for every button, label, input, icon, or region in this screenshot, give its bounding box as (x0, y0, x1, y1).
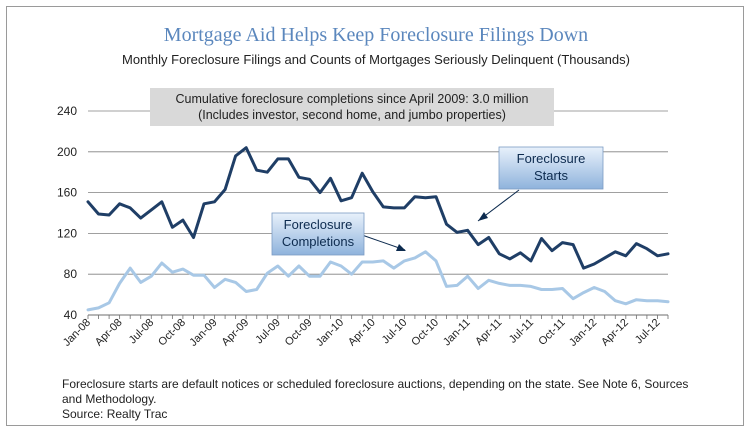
callout-completions-box (271, 212, 365, 256)
x-tick-label: Apr-10 (346, 317, 378, 349)
x-tick-label: Jul-09 (253, 317, 283, 347)
x-tick-label: Jan-11 (441, 317, 473, 349)
series-line-foreclosure-starts (86, 146, 670, 270)
y-tick-label: 40 (64, 308, 78, 322)
chart-title: Mortgage Aid Helps Keep Foreclosure Fili… (163, 24, 589, 46)
callout-starts-line2: Starts (534, 168, 568, 183)
x-tick-label: Oct-08 (156, 317, 188, 349)
x-tick-label: Apr-12 (599, 317, 631, 349)
y-tick-label: 160 (57, 186, 77, 200)
x-tick-label: Jul-10 (380, 317, 410, 347)
annotation-box: Cumulative foreclosure completions since… (150, 88, 554, 126)
x-tick-label: Oct-09 (283, 317, 315, 349)
callout-foreclosure-starts: Foreclosure Starts (477, 146, 604, 222)
grid-lines (88, 110, 668, 316)
x-tick-label: Jul-11 (507, 317, 536, 346)
chart-frame (6, 6, 744, 426)
footnote: Foreclosure starts are default notices o… (62, 377, 712, 422)
x-tick-label: Apr-08 (93, 317, 125, 349)
x-tick-label: Jul-12 (633, 317, 663, 347)
callout-starts-box (498, 146, 604, 190)
callout-completions-arrowhead (396, 244, 406, 251)
y-tick-label: 200 (57, 145, 77, 159)
x-tick-label: Jul-08 (127, 317, 157, 347)
callout-starts-arrowhead (478, 212, 488, 221)
y-tick-label: 240 (57, 104, 77, 118)
series-line-foreclosure-completions (86, 250, 670, 312)
footnote-source: Source: Realty Trac (62, 407, 168, 421)
x-tick-label: Jan-12 (567, 317, 599, 349)
x-tick-label: Jan-10 (314, 317, 346, 349)
annotation-line-2: (Includes investor, second home, and jum… (198, 108, 506, 122)
callout-completions-line1: Foreclosure (284, 217, 353, 232)
annotation-line-1: Cumulative foreclosure completions since… (175, 92, 529, 106)
chart-subtitle: Monthly Foreclosure Filings and Counts o… (122, 52, 630, 67)
y-tick-label: 120 (57, 226, 77, 240)
callout-starts-line1: Foreclosure (517, 151, 586, 166)
series (86, 146, 670, 312)
x-tick-label: Oct-11 (536, 317, 567, 348)
x-tick-label: Apr-09 (219, 317, 251, 349)
callout-foreclosure-completions: Foreclosure Completions (271, 212, 406, 256)
x-tick-label: Jan-09 (187, 317, 219, 349)
footnote-line-1: Foreclosure starts are default notices o… (62, 377, 689, 391)
x-tick-label: Oct-10 (409, 317, 441, 349)
callout-completions-line2: Completions (282, 234, 355, 249)
x-tick-label: Apr-11 (473, 317, 504, 348)
footnote-line-2: and Methodology. (62, 392, 157, 406)
y-tick-label: 80 (64, 267, 78, 281)
